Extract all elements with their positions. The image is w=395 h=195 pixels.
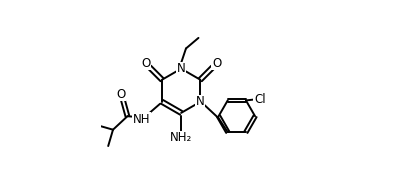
Text: NH₂: NH₂	[170, 131, 192, 144]
Text: O: O	[141, 57, 150, 70]
Text: O: O	[116, 88, 125, 101]
Text: NH: NH	[133, 113, 150, 126]
Text: N: N	[177, 62, 186, 75]
Text: Cl: Cl	[254, 93, 265, 106]
Text: O: O	[212, 57, 221, 70]
Text: N: N	[196, 95, 205, 108]
